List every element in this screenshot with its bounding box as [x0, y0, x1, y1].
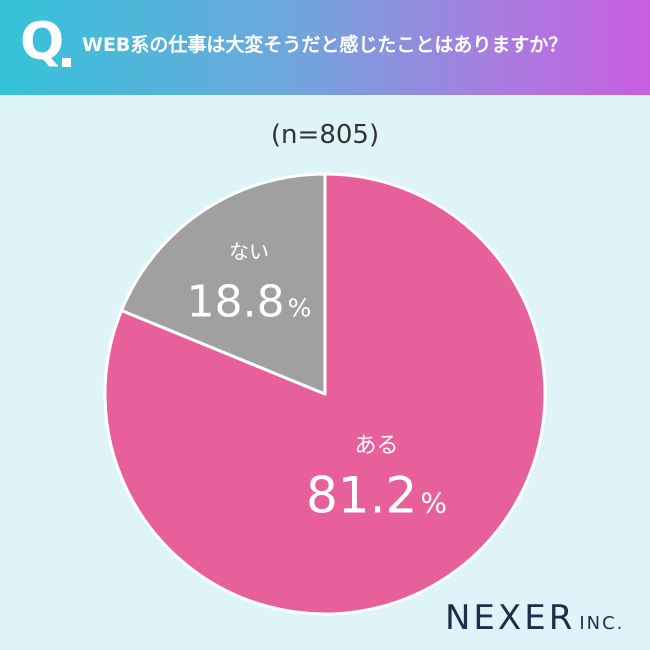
- logo-main: NEXER: [445, 598, 576, 638]
- slice-category-label: ない: [229, 240, 269, 264]
- q-dot: [62, 58, 71, 67]
- sample-size: (n=805): [270, 120, 380, 150]
- slice-value-label: 81.2%: [306, 467, 447, 525]
- logo-sub: INC.: [579, 613, 625, 634]
- pie-slice: [119, 172, 327, 396]
- question-banner: Q WEB系の仕事は大変そうだと感じたことはありますか？: [0, 0, 650, 95]
- slice-category-label: ある: [354, 434, 398, 459]
- nexer-logo: NEXER INC.: [445, 598, 624, 638]
- q-mark: Q: [20, 12, 65, 72]
- slice-value-label: 18.8%: [187, 277, 312, 328]
- question-text: WEB系の仕事は大変そうだと感じたことはありますか？: [82, 34, 568, 56]
